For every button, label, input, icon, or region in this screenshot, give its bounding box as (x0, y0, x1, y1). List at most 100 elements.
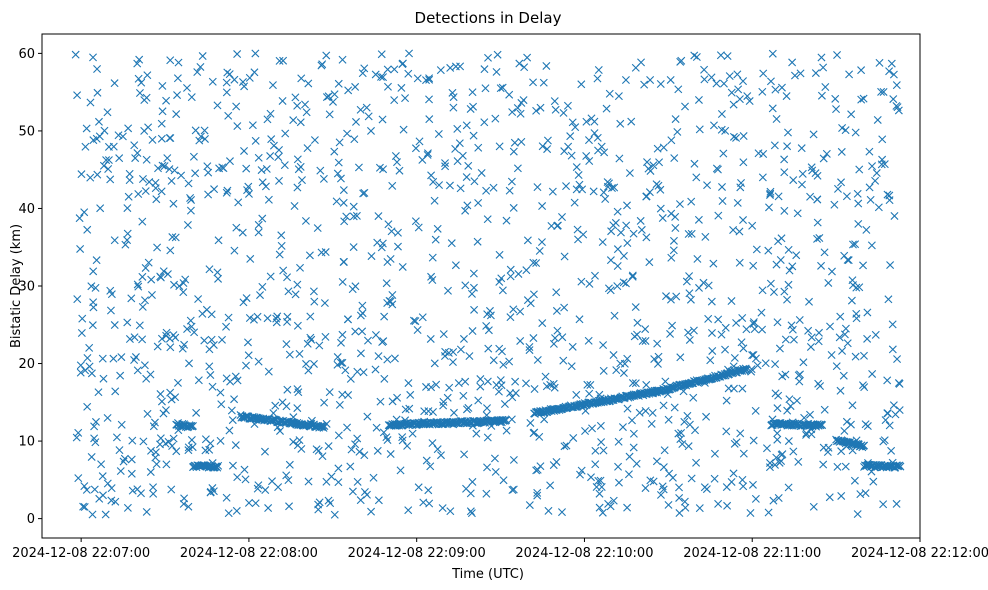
detection-point (167, 485, 176, 494)
detection-point (262, 164, 271, 173)
x-axis: 2024-12-08 22:07:00 2024-12-08 22:08:00 20… (12, 538, 988, 561)
detection-point (430, 196, 439, 205)
detection-point (318, 452, 327, 461)
detection-point (643, 158, 652, 167)
detection-point (367, 252, 376, 261)
detection-point (613, 245, 622, 254)
detection-point (893, 355, 902, 364)
detection-point (493, 50, 502, 59)
detection-point (86, 173, 95, 182)
detection-point (629, 429, 638, 438)
detection-point (322, 477, 331, 486)
detection-point (124, 124, 133, 133)
detection-point (406, 390, 415, 399)
detection-point (797, 144, 806, 153)
detection-point (551, 105, 560, 114)
detection-point (569, 433, 578, 442)
detection-point (127, 294, 136, 303)
detection-point (667, 253, 676, 262)
detection-point (80, 208, 89, 217)
detection-point (604, 284, 613, 293)
detection-point (577, 277, 586, 286)
detection-point (473, 237, 482, 246)
track-detection-point (742, 366, 751, 375)
detection-point (630, 332, 639, 341)
detection-point (427, 171, 436, 180)
detection-point (454, 379, 463, 388)
detection-point (628, 416, 636, 425)
detection-point (717, 125, 726, 134)
detection-point (225, 70, 234, 79)
detection-point (871, 330, 880, 339)
detection-point (422, 456, 431, 465)
detection-point (277, 231, 286, 240)
detection-point (653, 339, 662, 348)
detection-point (351, 117, 360, 126)
detection-point (158, 81, 167, 90)
detection-point (773, 429, 782, 438)
detection-point (513, 164, 522, 173)
detection-point (390, 65, 399, 74)
detection-point (868, 369, 877, 378)
detection-point (530, 385, 539, 393)
detection-point (157, 397, 166, 406)
detection-point (792, 396, 801, 405)
detection-point (77, 329, 86, 337)
detection-point (469, 269, 478, 278)
detection-point (148, 135, 157, 144)
detection-point (592, 483, 601, 491)
detection-point (150, 418, 159, 427)
detection-point (336, 358, 345, 367)
detection-point (293, 385, 302, 394)
detection-point (339, 198, 348, 207)
detection-point (102, 156, 111, 165)
detection-point (509, 203, 518, 212)
detection-point (664, 500, 673, 509)
detection-point (78, 314, 87, 323)
detection-point (230, 395, 239, 404)
detection-point (691, 426, 700, 435)
detection-point (138, 302, 147, 311)
detection-point (374, 352, 383, 361)
detection-point (453, 157, 462, 166)
detection-point (121, 240, 130, 249)
detection-point (578, 185, 587, 194)
detection-point (762, 444, 771, 453)
detection-point (377, 72, 385, 81)
detection-point (393, 242, 402, 251)
detection-point (433, 445, 442, 454)
detection-point (857, 95, 866, 104)
detection-point (222, 188, 231, 197)
detection-point (889, 95, 898, 104)
detection-point (151, 184, 160, 193)
detection-point (770, 460, 779, 469)
detection-point (721, 345, 730, 354)
detection-point (399, 125, 408, 134)
detection-point (144, 258, 153, 267)
detection-point (694, 95, 703, 104)
detection-point (587, 114, 596, 123)
detection-point (439, 401, 448, 410)
detection-point (783, 142, 792, 151)
detection-point (75, 214, 84, 223)
detection-point (285, 502, 294, 511)
detection-point (886, 261, 895, 270)
detection-point (344, 315, 353, 324)
detection-point (709, 259, 718, 268)
detection-point (614, 437, 623, 446)
detection-point (326, 499, 335, 508)
detection-point (751, 406, 760, 415)
detection-point (645, 258, 654, 267)
detection-point (196, 62, 205, 71)
detection-point (238, 77, 247, 86)
detection-point (411, 317, 420, 326)
detection-point (263, 115, 272, 124)
detection-point (91, 283, 100, 292)
detection-point (717, 330, 726, 339)
detection-point (418, 313, 427, 322)
detection-point (695, 504, 704, 513)
detection-point (189, 152, 198, 161)
detection-point (139, 437, 148, 446)
detection-point (667, 136, 676, 145)
detection-point (249, 315, 258, 324)
